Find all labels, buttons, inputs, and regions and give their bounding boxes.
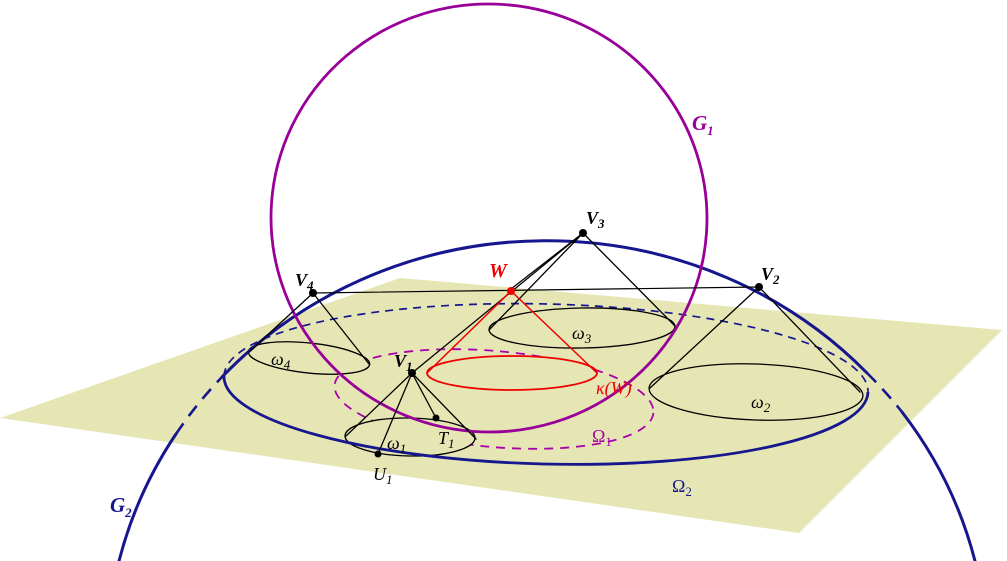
circle-Omega2-front xyxy=(222,375,870,466)
label-W: W xyxy=(489,260,508,282)
point-V3 xyxy=(579,229,587,237)
cone-V3-left-edge xyxy=(488,232,584,331)
cone-V2-right-edge xyxy=(758,286,861,393)
line-V4-to-V2 xyxy=(312,286,760,294)
circle-Omega1-dashed xyxy=(333,348,655,450)
cone-V2-left-edge xyxy=(649,286,760,389)
circle-G2-top-solid xyxy=(220,239,869,379)
cone-V4-left-edge xyxy=(248,292,314,353)
circle-G2-left-dashed xyxy=(174,376,223,435)
label-omega1: ω1 xyxy=(387,433,406,456)
line-V1-to-U1 xyxy=(377,372,413,455)
point-V1 xyxy=(408,369,416,377)
circle-G2-left-solid xyxy=(117,432,178,561)
cone-V1-right-edge xyxy=(411,372,477,440)
point-W xyxy=(507,287,515,295)
cone-V4-right-edge xyxy=(312,292,370,365)
cone-W-right-edge xyxy=(510,290,598,374)
point-V4 xyxy=(309,289,317,297)
label-omega4: ω4 xyxy=(271,349,291,372)
point-V2 xyxy=(755,283,763,291)
label-U1: U1 xyxy=(373,464,393,487)
label-G1: G1 xyxy=(692,111,714,138)
label-omega3: ω3 xyxy=(572,323,592,346)
label-V4: V4 xyxy=(295,270,314,293)
label-Omega2: Ω2 xyxy=(672,476,692,499)
ellipse-kappa-W xyxy=(426,355,598,391)
line-V3-to-V1 xyxy=(411,232,584,374)
line-V3-to-W xyxy=(510,232,584,290)
line-V1-to-T1 xyxy=(411,372,437,419)
label-V1: V1 xyxy=(394,351,413,374)
label-G2: G2 xyxy=(110,493,132,520)
label-V3: V3 xyxy=(586,208,605,231)
label-omega2: ω2 xyxy=(751,392,771,415)
cone-V1-left-edge xyxy=(345,372,413,437)
label-V2: V2 xyxy=(761,264,780,287)
ellipse-omega2 xyxy=(648,363,864,421)
cone-W-left-edge xyxy=(426,290,512,374)
point-U1 xyxy=(374,450,382,458)
label-T1: T1 xyxy=(438,428,455,451)
point-T1 xyxy=(432,414,440,422)
label-Omega1: Ω1 xyxy=(592,426,612,449)
label-kappa-W: κ(W) xyxy=(596,378,632,399)
plane-surface xyxy=(0,278,1002,533)
circle-G2-right-solid xyxy=(900,410,977,561)
cone-V3-right-edge xyxy=(582,232,676,327)
circle-G1 xyxy=(269,2,709,434)
